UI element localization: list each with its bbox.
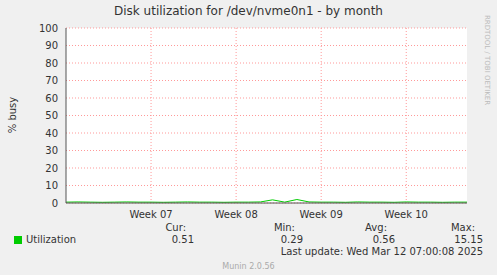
html-text:Munin 2.0.56: Munin 2.0.56	[222, 262, 275, 271]
svg-text:Week 08: Week 08	[214, 209, 257, 220]
html-text:Last update: Wed Mar 12 07:00:: Last update: Wed Mar 12 07:00:08 2025	[280, 246, 483, 257]
html-text:Avg:: Avg:	[365, 222, 387, 233]
html-text:Max:: Max:	[451, 222, 475, 233]
svg-text:80: 80	[45, 58, 58, 69]
svg-text:20: 20	[45, 163, 58, 174]
svg-text:0: 0	[52, 198, 58, 209]
svg-text:50: 50	[45, 110, 58, 121]
html-text:RRDTOOL / TOBI OETIKER: RRDTOOL / TOBI OETIKER	[483, 14, 491, 106]
svg-text:Week 09: Week 09	[300, 209, 343, 220]
svg-text:Week 10: Week 10	[385, 209, 428, 220]
html-text:Min:: Min:	[273, 222, 295, 233]
svg-text:100: 100	[39, 23, 58, 34]
html-text:Utilization: Utilization	[26, 234, 77, 245]
svg-text:40: 40	[45, 128, 58, 139]
svg-text:60: 60	[45, 93, 58, 104]
svg-text:Week 07: Week 07	[129, 209, 172, 220]
html-text:0.56: 0.56	[372, 234, 395, 245]
html-text:0.51: 0.51	[171, 234, 194, 245]
html-text:Disk utilization for /dev/nvme: Disk utilization for /dev/nvme0n1 - by m…	[114, 4, 383, 18]
html-text:Cur:: Cur:	[165, 222, 186, 233]
html-text:0.29: 0.29	[280, 234, 303, 245]
html-text:% busy: % busy	[6, 96, 18, 134]
svg-text:30: 30	[45, 145, 58, 156]
svg-text:70: 70	[45, 75, 58, 86]
svg-text:10: 10	[45, 180, 58, 191]
html-text:15.15: 15.15	[454, 234, 483, 245]
svg-text:90: 90	[45, 40, 58, 51]
